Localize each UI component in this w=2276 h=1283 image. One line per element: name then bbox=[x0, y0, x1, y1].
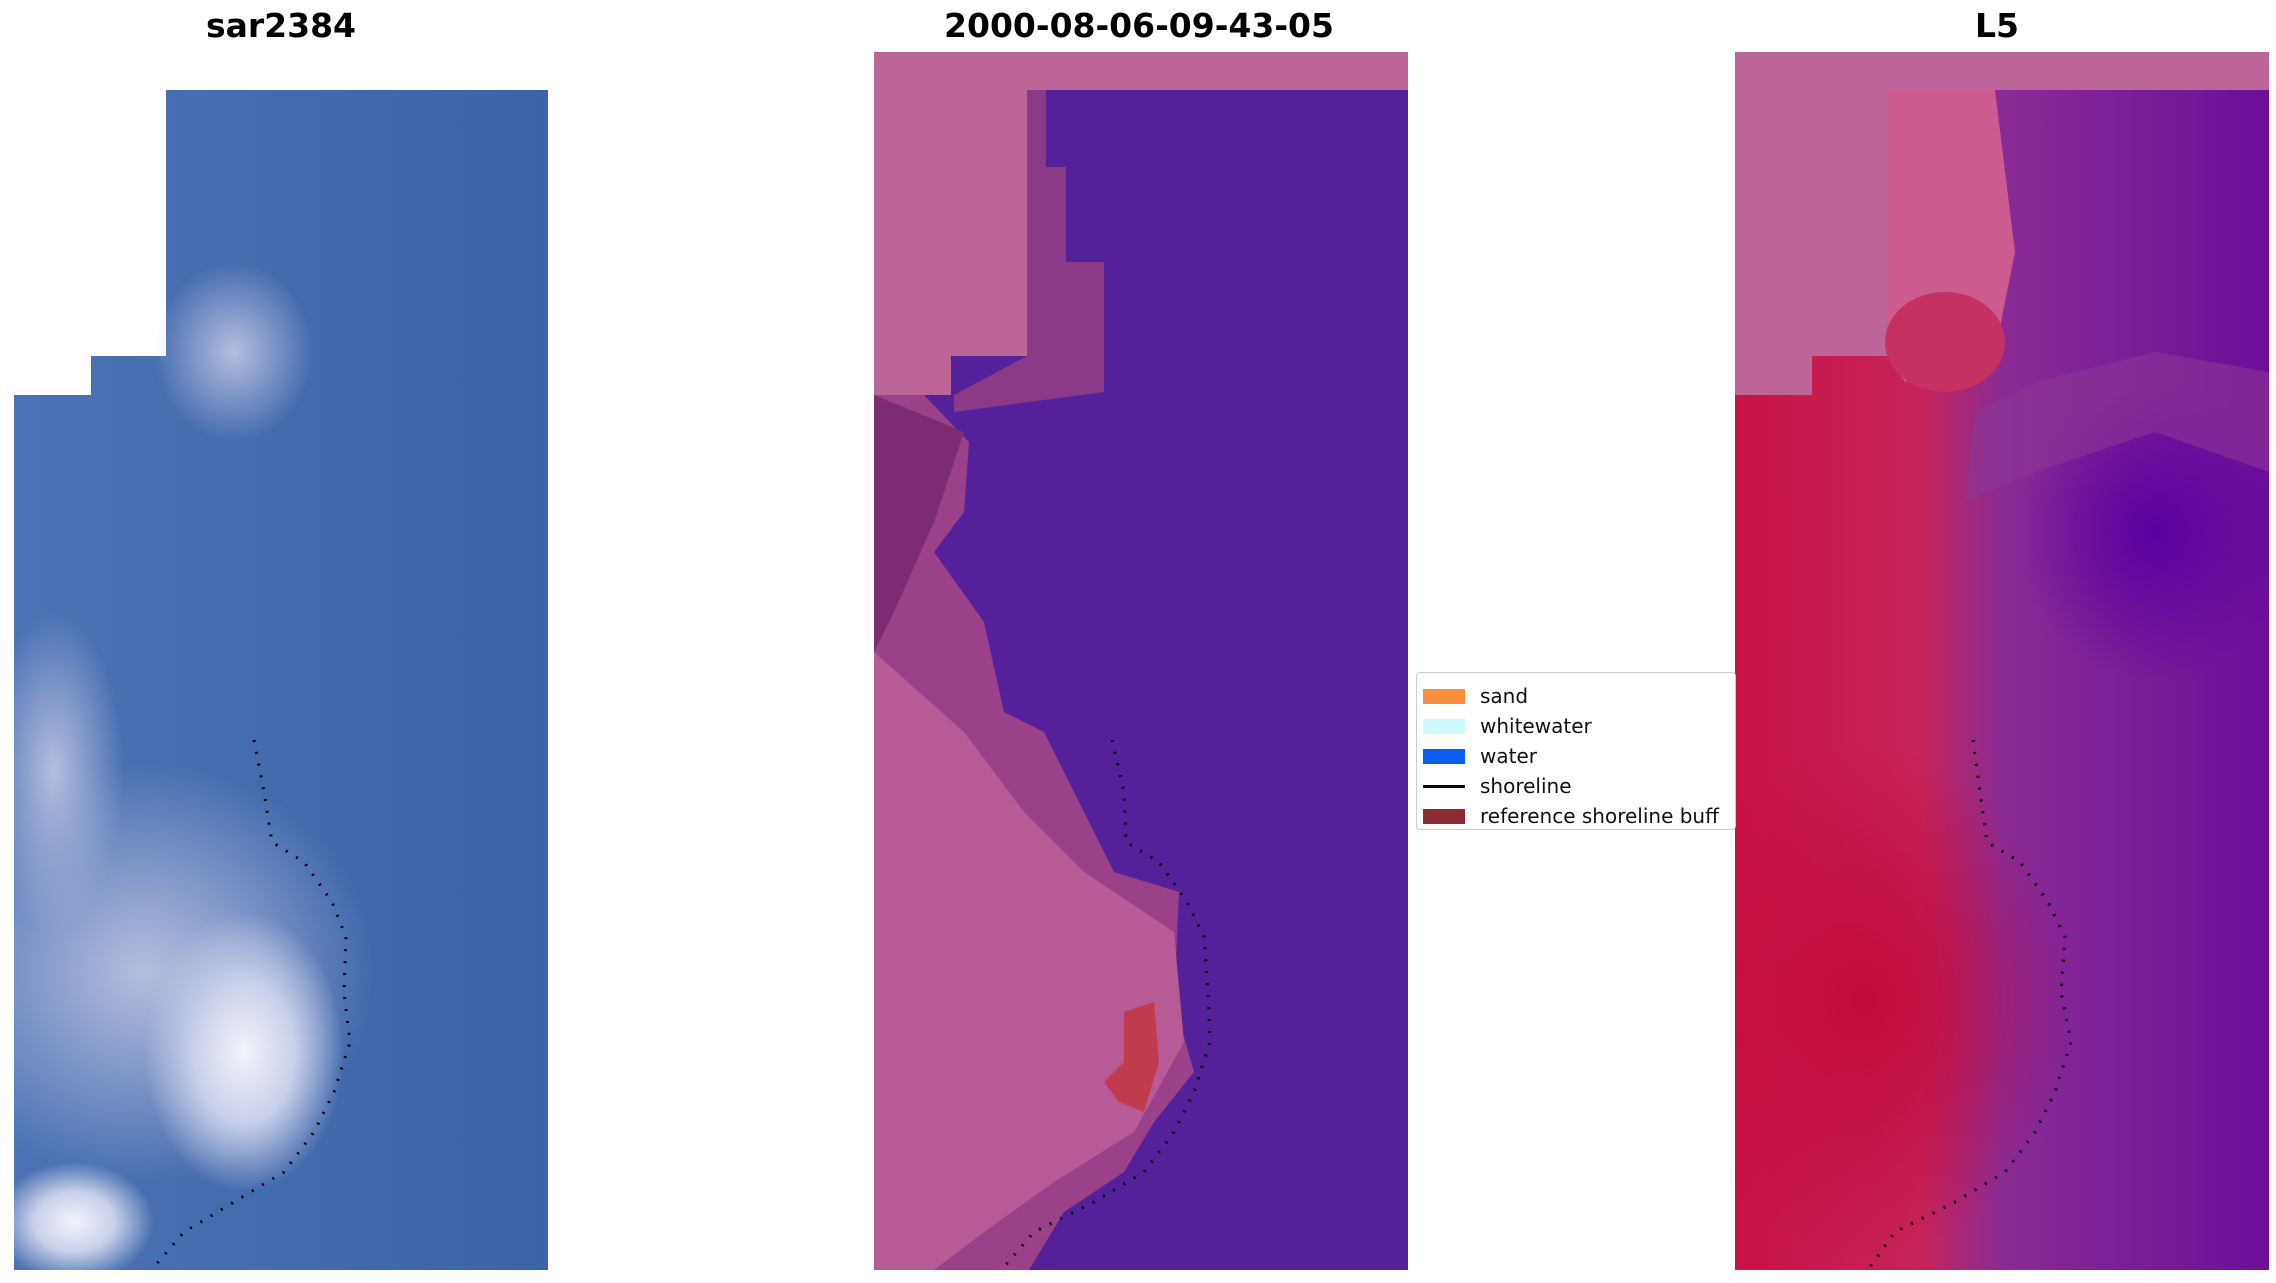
legend-item-sand: sand bbox=[1423, 681, 1528, 711]
legend-label: shoreline bbox=[1480, 774, 1572, 798]
classified-image-panel bbox=[874, 52, 1408, 1270]
shoreline-dotted-line-3 bbox=[1868, 739, 2073, 1268]
panel-title-sar: sar2384 bbox=[205, 6, 357, 45]
legend-item-water: water bbox=[1423, 741, 1537, 771]
classified-image bbox=[874, 52, 1408, 1270]
legend-item-reference-shoreline-buffer: reference shoreline buff bbox=[1423, 801, 1719, 831]
panel-title-date: 2000-08-06-09-43-05 bbox=[944, 6, 1334, 45]
shoreline-dotted-line-1 bbox=[152, 739, 352, 1268]
legend-swatch-sand bbox=[1423, 688, 1465, 704]
shoreline-dotted-line-2 bbox=[1002, 739, 1212, 1268]
legend-swatch-water bbox=[1423, 748, 1465, 764]
legend-item-whitewater: whitewater bbox=[1423, 711, 1592, 741]
legend-item-shoreline: shoreline bbox=[1423, 771, 1572, 801]
index-map-image bbox=[1735, 52, 2269, 1270]
legend-swatch-reference-buffer bbox=[1423, 808, 1465, 824]
legend-label: whitewater bbox=[1480, 714, 1592, 738]
legend-swatch-shoreline bbox=[1423, 784, 1465, 788]
legend-label: reference shoreline buff bbox=[1480, 804, 1719, 828]
legend-label: sand bbox=[1480, 684, 1529, 708]
satellite-image-panel bbox=[14, 52, 548, 1270]
legend-label: water bbox=[1480, 744, 1537, 768]
legend-swatch-whitewater bbox=[1423, 718, 1465, 734]
index-map-panel bbox=[1735, 52, 2269, 1270]
satellite-image bbox=[14, 90, 548, 1270]
legend: sand whitewater water shoreline referenc… bbox=[1416, 672, 1736, 830]
panel-title-l5: L5 bbox=[1975, 6, 2019, 45]
